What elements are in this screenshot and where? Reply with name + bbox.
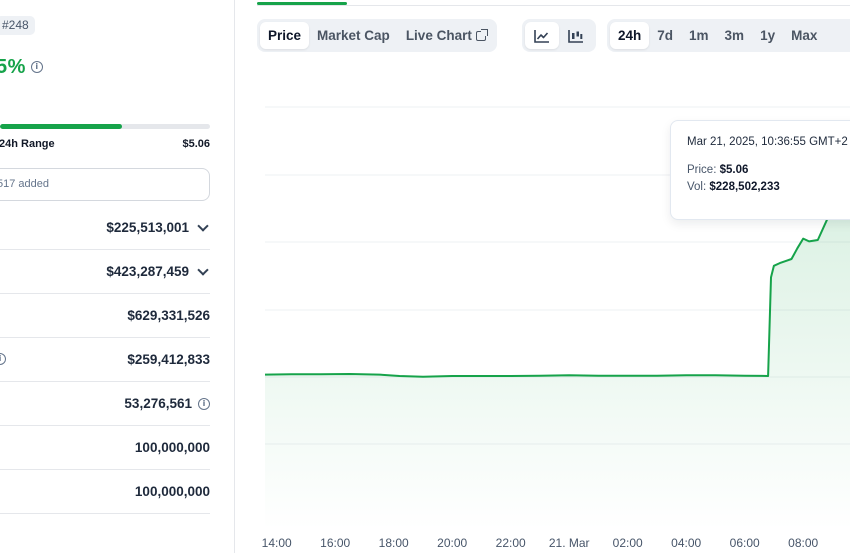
range-3m[interactable]: 3m [724,28,745,43]
x-tick-label: 16:00 [320,536,350,550]
stat-value-text: $423,287,459 [106,264,189,279]
stat-value: 53,276,561 i [124,382,210,426]
x-tick-label: 18:00 [379,536,409,550]
x-tick-label: 20:00 [437,536,467,550]
x-tick-label: 22:00 [496,536,526,550]
stat-row: 100,000,000 [0,426,210,470]
range-max[interactable]: Max [791,28,818,43]
range-high: $5.06 [182,138,210,150]
range-7d[interactable]: 7d [657,28,674,43]
stat-value: $259,412,833 [127,338,210,382]
stat-row: i $259,412,833 [0,338,210,382]
stat-row[interactable]: $423,287,459 [0,250,210,294]
column-divider [234,0,235,553]
range-1m[interactable]: 1m [689,28,709,43]
coin-stats-panel: #248 5% i 24h Range $5.06 517 added $225… [0,0,234,553]
tab-live-chart-label: Live Chart [405,28,472,43]
price-chart[interactable]: 14:00 16:00 18:00 20:00 22:00 21. Mar 02:00 04:… [235,60,850,553]
info-icon[interactable]: i [198,398,210,410]
candlestick-chart-button[interactable] [559,22,593,49]
tooltip-price: Price: $5.06 [687,164,850,176]
stat-value-text: $225,513,001 [106,220,189,235]
range-label: 24h Range [0,138,55,150]
tooltip-volume: Vol: $228,502,233 [687,181,850,193]
stat-row: 53,276,561 i [0,382,210,426]
stat-value-text: 100,000,000 [134,440,210,455]
tooltip-price-value: $5.06 [719,164,749,176]
tab-live-chart[interactable]: Live Chart [398,22,494,49]
stat-value: 100,000,000 [135,470,210,514]
tooltip-vol-label: Vol: [687,181,707,193]
stat-value-text: 100,000,000 [134,484,210,499]
chevron-down-icon[interactable] [197,264,209,276]
watchlist-button[interactable]: 517 added [0,168,210,201]
price-line [264,191,850,378]
candlestick-chart-icon [568,29,583,43]
x-tick-label: 04:00 [671,536,701,550]
stat-value-text: 53,276,561 [124,396,192,411]
chevron-down-icon[interactable] [197,220,209,232]
tab-rule [257,5,850,6]
stat-row[interactable]: $225,513,001 [0,206,210,250]
x-axis: 14:00 16:00 18:00 20:00 22:00 21. Mar 02:00 04:… [262,536,819,550]
rank-badge: #248 [0,16,35,35]
x-tick-label: 21. Mar [549,536,590,550]
x-tick-label: 14:00 [262,536,292,550]
stat-row: $629,331,526 [0,294,210,338]
stat-value-text: $259,412,833 [127,352,210,367]
range-bar [0,124,210,129]
tooltip-price-label: Price: [687,164,717,176]
time-range-group: 24h 7d 1m 3m 1y Max [607,19,850,52]
stat-value: $225,513,001 [106,206,210,250]
stat-value: $423,287,459 [106,250,210,294]
range-bar-fill [0,124,122,129]
range-24h[interactable]: 24h [610,22,650,49]
range-1y[interactable]: 1y [760,28,776,43]
chart-area [264,191,850,530]
stat-row: 100,000,000 [0,470,210,514]
tooltip-vol-value: $228,502,233 [709,181,780,193]
tab-market-cap[interactable]: Market Cap [317,28,390,43]
x-tick-label: 08:00 [788,536,818,550]
x-tick-label: 02:00 [613,536,643,550]
tooltip-date: Mar 21, 2025, 10:36:55 GMT+2 [687,136,848,148]
tab-price[interactable]: Price [260,22,310,49]
area-fill [265,192,850,530]
info-icon[interactable]: i [0,353,6,365]
stat-value-text: $629,331,526 [127,308,210,323]
watchlist-count: 517 added [0,178,49,190]
stat-value: 100,000,000 [135,426,210,470]
chart-tooltip: Mar 21, 2025, 10:36:55 GMT+2 Price: $5.0… [670,120,850,220]
chart-type-group [522,19,596,52]
active-tab-indicator [257,2,347,5]
price-change-value: 5% [0,56,26,78]
line-chart-button[interactable] [525,22,559,49]
external-link-icon [475,28,488,41]
stat-value: $629,331,526 [127,294,210,338]
x-tick-label: 06:00 [730,536,760,550]
line-chart-icon [534,29,549,43]
info-icon[interactable]: i [31,61,43,73]
price-change: 5% i [0,56,43,79]
chart-tab-group: Price Market Cap Live Chart [257,19,497,52]
